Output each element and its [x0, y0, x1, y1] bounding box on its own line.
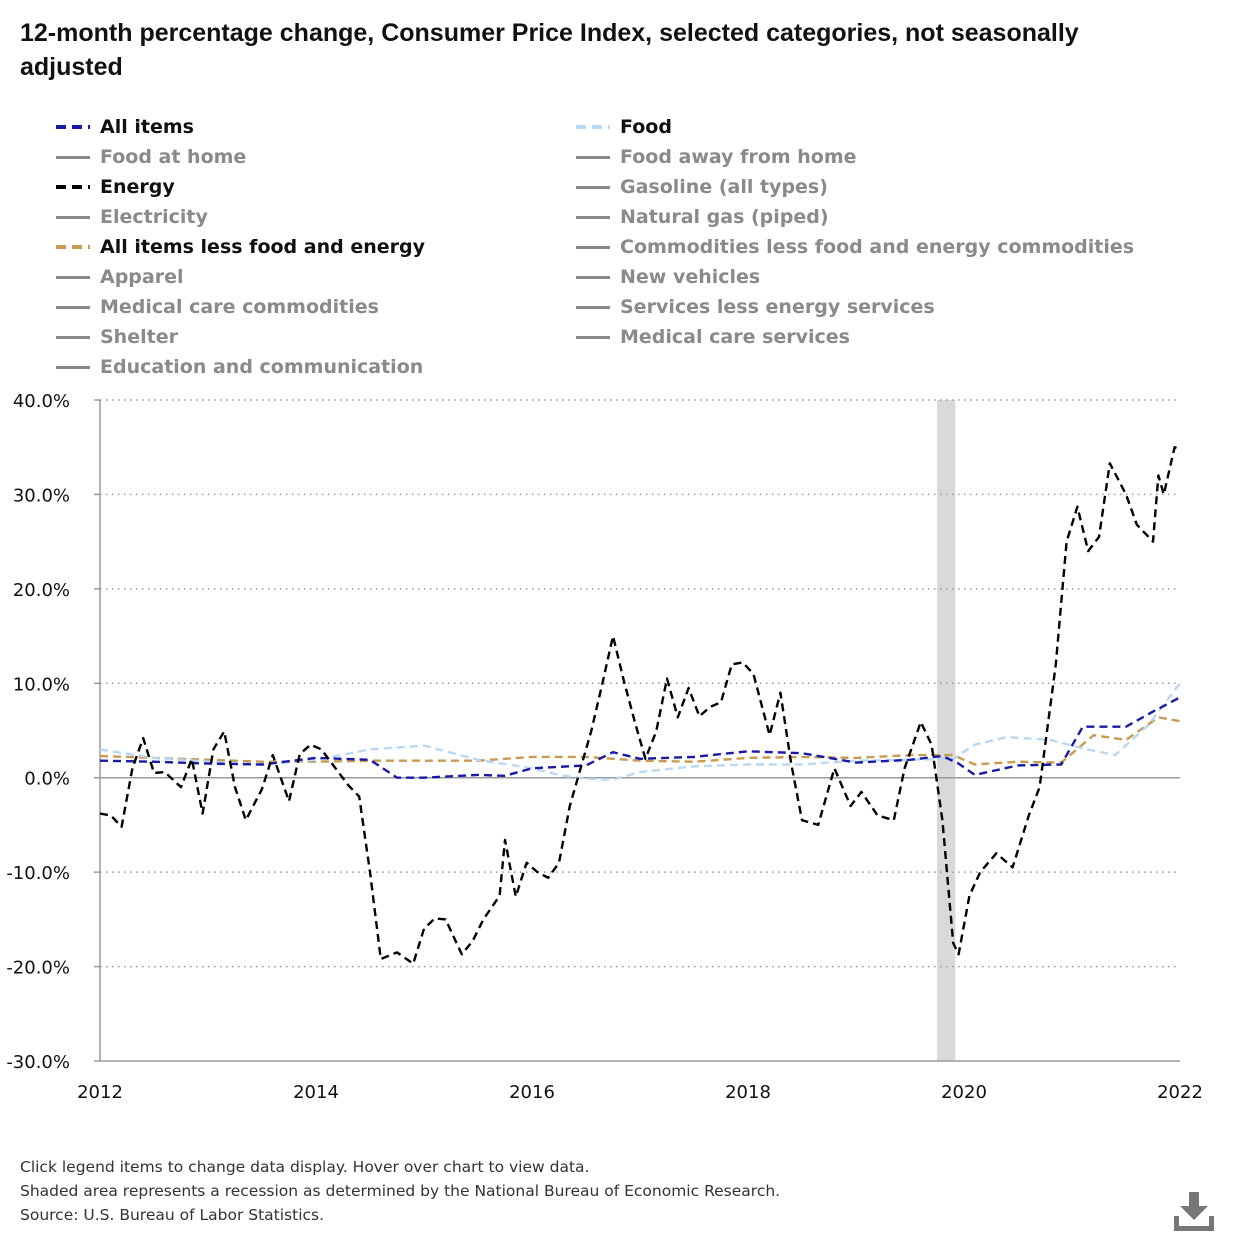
legend-label: Energy	[100, 176, 175, 198]
legend-label: All items	[100, 116, 194, 138]
legend-label: Services less energy services	[620, 296, 935, 318]
legend-item-food-away-from-home[interactable]: Food away from home	[576, 142, 857, 172]
legend-swatch	[56, 275, 90, 279]
footnote-recession: Shaded area represents a recession as de…	[20, 1182, 781, 1200]
y-tick-label: 30.0%	[13, 485, 70, 506]
legend-item-shelter[interactable]: Shelter	[56, 322, 178, 352]
series-line-energy	[99, 445, 1181, 965]
x-tick-label: 2018	[725, 1082, 771, 1103]
footnote-instructions: Click legend items to change data displa…	[20, 1158, 590, 1176]
legend-swatch	[56, 185, 90, 189]
legend-swatch	[56, 245, 90, 249]
legend-swatch	[576, 185, 610, 189]
legend-label: Food	[620, 116, 672, 138]
legend-item-natural-gas-piped[interactable]: Natural gas (piped)	[576, 202, 829, 232]
legend-item-all-items-less-food-and-energy[interactable]: All items less food and energy	[56, 232, 425, 262]
legend-item-all-items[interactable]: All items	[56, 112, 194, 142]
legend-item-food[interactable]: Food	[576, 112, 672, 142]
x-tick-label: 2016	[509, 1082, 555, 1103]
legend-swatch	[576, 335, 610, 339]
legend-label: Commodities less food and energy commodi…	[620, 236, 1135, 258]
legend-label: Natural gas (piped)	[620, 206, 829, 228]
legend-label: Gasoline (all types)	[620, 176, 828, 198]
y-tick-label: 10.0%	[13, 674, 70, 695]
legend-label: Medical care services	[620, 326, 850, 348]
series-line-all-items	[99, 696, 1181, 779]
legend-item-food-at-home[interactable]: Food at home	[56, 142, 246, 172]
legend-label: Apparel	[100, 266, 184, 288]
footnote-source: Source: U.S. Bureau of Labor Statistics.	[20, 1206, 325, 1224]
y-tick-label: -20.0%	[6, 958, 70, 979]
legend-swatch	[576, 275, 610, 279]
y-tick-label: -30.0%	[6, 1052, 70, 1073]
x-tick-label: 2022	[1157, 1082, 1203, 1103]
recession-shade	[937, 400, 956, 1061]
x-tick-label: 2012	[77, 1082, 123, 1103]
line-chart[interactable]: 40.0% 30.0% 20.0% 10.0% 0.0% -10.0% -20.0% -30.…	[0, 380, 1240, 1120]
legend-item-services-less-energy-services[interactable]: Services less energy services	[576, 292, 935, 322]
legend-swatch	[576, 245, 610, 249]
download-icon[interactable]	[1172, 1190, 1216, 1234]
legend-item-medical-care-commodities[interactable]: Medical care commodities	[56, 292, 379, 322]
x-tick-label: 2014	[293, 1082, 339, 1103]
legend-label: Education and communication	[100, 356, 424, 378]
legend-item-electricity[interactable]: Electricity	[56, 202, 208, 232]
y-tick-label: -10.0%	[6, 863, 70, 884]
legend-swatch	[56, 155, 90, 159]
y-tick-label: 20.0%	[13, 580, 70, 601]
legend-label: Electricity	[100, 206, 208, 228]
legend-swatch	[56, 125, 90, 129]
legend-label: Medical care commodities	[100, 296, 379, 318]
x-tick-label: 2020	[941, 1082, 987, 1103]
legend-item-medical-care-services[interactable]: Medical care services	[576, 322, 850, 352]
legend-label: Food at home	[100, 146, 247, 168]
legend-swatch	[56, 215, 90, 219]
legend-swatch	[576, 155, 610, 159]
chart-legend: All items Food Food at home Food away from …	[0, 112, 1240, 382]
y-tick-label: 40.0%	[13, 391, 70, 412]
chart-title: 12-month percentage change, Consumer Pri…	[20, 19, 1079, 81]
y-tick-label: 0.0%	[24, 769, 70, 790]
legend-item-education-and-communication[interactable]: Education and communication	[56, 352, 423, 382]
legend-swatch	[56, 305, 90, 309]
legend-swatch	[576, 125, 610, 129]
legend-swatch	[576, 305, 610, 309]
legend-swatch	[56, 335, 90, 339]
legend-item-new-vehicles[interactable]: New vehicles	[576, 262, 760, 292]
legend-label: Food away from home	[620, 146, 857, 168]
legend-item-energy[interactable]: Energy	[56, 172, 175, 202]
legend-item-commodities-less-food-and-energy-commodities[interactable]: Commodities less food and energy commodi…	[576, 232, 1134, 262]
legend-label: New vehicles	[620, 266, 761, 288]
legend-item-apparel[interactable]: Apparel	[56, 262, 184, 292]
legend-swatch	[576, 215, 610, 219]
legend-label: Shelter	[100, 326, 178, 348]
legend-label: All items less food and energy	[100, 236, 425, 258]
legend-item-gasoline-all-types[interactable]: Gasoline (all types)	[576, 172, 828, 202]
legend-swatch	[56, 365, 90, 369]
